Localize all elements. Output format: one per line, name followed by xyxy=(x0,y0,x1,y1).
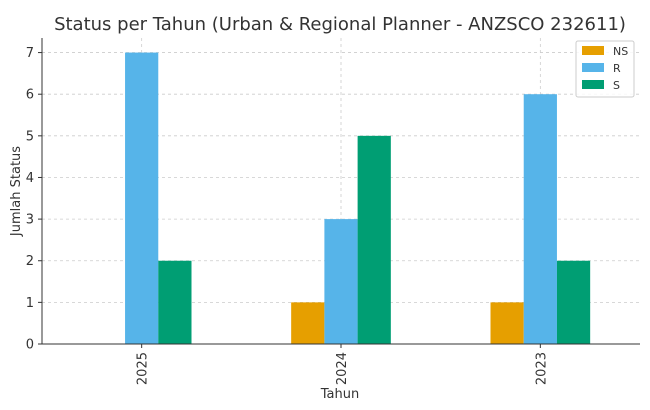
x-tick-label: 2024 xyxy=(335,352,350,385)
x-axis-label: Tahun xyxy=(320,387,359,402)
bar-s-2025 xyxy=(158,260,192,344)
bar-s-2024 xyxy=(357,135,391,344)
bar-ns-2024 xyxy=(291,302,325,344)
bars xyxy=(125,52,591,345)
y-axis-label: Jumlah Status xyxy=(9,146,24,237)
legend-swatch-s xyxy=(582,80,604,89)
y-tick-label: 3 xyxy=(26,213,34,228)
y-tick-label: 4 xyxy=(26,171,34,186)
bar-r-2024 xyxy=(324,219,358,344)
y-tick-label: 1 xyxy=(26,296,34,311)
y-tick-label: 5 xyxy=(26,129,34,144)
y-tick-label: 7 xyxy=(26,46,34,61)
bar-ns-2023 xyxy=(490,302,524,344)
chart-title: Status per Tahun (Urban & Regional Plann… xyxy=(54,14,626,35)
bar-r-2023 xyxy=(523,94,557,345)
x-tick-label: 2025 xyxy=(136,352,151,385)
y-ticks: 0 1 2 3 4 5 6 7 xyxy=(26,46,42,353)
legend: NS RS xyxy=(575,40,635,98)
legend-swatch-r xyxy=(582,63,604,72)
legend-label-r: R xyxy=(613,62,621,75)
legend-swatch-ns xyxy=(582,46,604,55)
bar-r-2025 xyxy=(125,52,159,344)
legend-label-ns: NS xyxy=(613,45,628,58)
y-tick-label: 2 xyxy=(26,254,34,269)
y-tick-label: 6 xyxy=(26,88,34,103)
y-tick-label: 0 xyxy=(26,338,34,353)
legend-label-s: S xyxy=(613,79,620,92)
bar-s-2023 xyxy=(556,260,591,344)
x-ticks: 2025 2024 2023 xyxy=(136,344,549,385)
x-tick-label: 2023 xyxy=(534,352,549,385)
